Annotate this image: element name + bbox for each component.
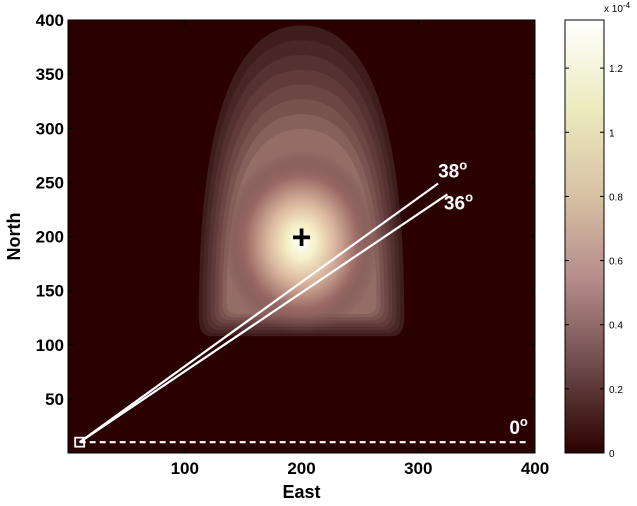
colorbar-exponent-power: -4 bbox=[623, 1, 631, 10]
colorbar-gradient bbox=[564, 19, 605, 454]
center-cross-marker: + bbox=[292, 219, 312, 257]
ray-label-36: 36o bbox=[444, 189, 473, 214]
axes: 100 200 300 400 50 100 150 200 250 300 350 400 East N… bbox=[4, 11, 549, 502]
degree-symbol: o bbox=[520, 414, 528, 429]
x-axis-label: East bbox=[282, 482, 320, 502]
colorbar-exponent-base: x 10 bbox=[604, 4, 623, 15]
x-tick-label: 200 bbox=[287, 459, 315, 478]
y-tick-label: 250 bbox=[36, 173, 64, 192]
y-axis-label: North bbox=[4, 213, 24, 261]
colorbar-tick-label: 0.2 bbox=[609, 385, 623, 396]
colorbar-tick-label: 0.6 bbox=[609, 257, 623, 268]
concentration-peak bbox=[223, 150, 380, 335]
colorbar-tick-label: 0.4 bbox=[609, 321, 623, 332]
colorbar-tick-label: 1.2 bbox=[609, 64, 623, 75]
y-tick-label: 100 bbox=[36, 336, 64, 355]
ray-label-38: 38o bbox=[438, 157, 467, 182]
x-tick-label: 100 bbox=[171, 459, 199, 478]
y-tick-label: 200 bbox=[36, 228, 64, 247]
y-tick-label: 150 bbox=[36, 282, 64, 301]
source-marker bbox=[74, 436, 86, 448]
ray-angle-value: 0 bbox=[509, 418, 520, 439]
colorbar: 0 0.2 0.4 0.6 0.8 1 1.2 x 10-4 bbox=[564, 1, 631, 460]
degree-symbol: o bbox=[465, 189, 473, 204]
ray-line-36 bbox=[79, 193, 449, 444]
y-tick-label: 50 bbox=[45, 390, 64, 409]
x-tick-label: 400 bbox=[521, 459, 549, 478]
ray-angle-value: 38 bbox=[438, 161, 459, 182]
ray-label-0: 0o bbox=[509, 414, 528, 439]
y-tick-label: 400 bbox=[36, 11, 64, 30]
y-tick-label: 300 bbox=[36, 119, 64, 138]
ray-angle-value: 36 bbox=[444, 193, 465, 214]
colorbar-tick-label: 1 bbox=[609, 128, 615, 139]
y-tick-label: 350 bbox=[36, 65, 64, 84]
x-tick-label: 300 bbox=[404, 459, 432, 478]
degree-symbol: o bbox=[459, 157, 467, 172]
colorbar-tick-label: 0 bbox=[609, 449, 615, 460]
ray-line-38 bbox=[79, 182, 439, 444]
colorbar-exponent-label: x 10-4 bbox=[604, 1, 631, 15]
colorbar-tick-label: 0.8 bbox=[609, 192, 623, 203]
